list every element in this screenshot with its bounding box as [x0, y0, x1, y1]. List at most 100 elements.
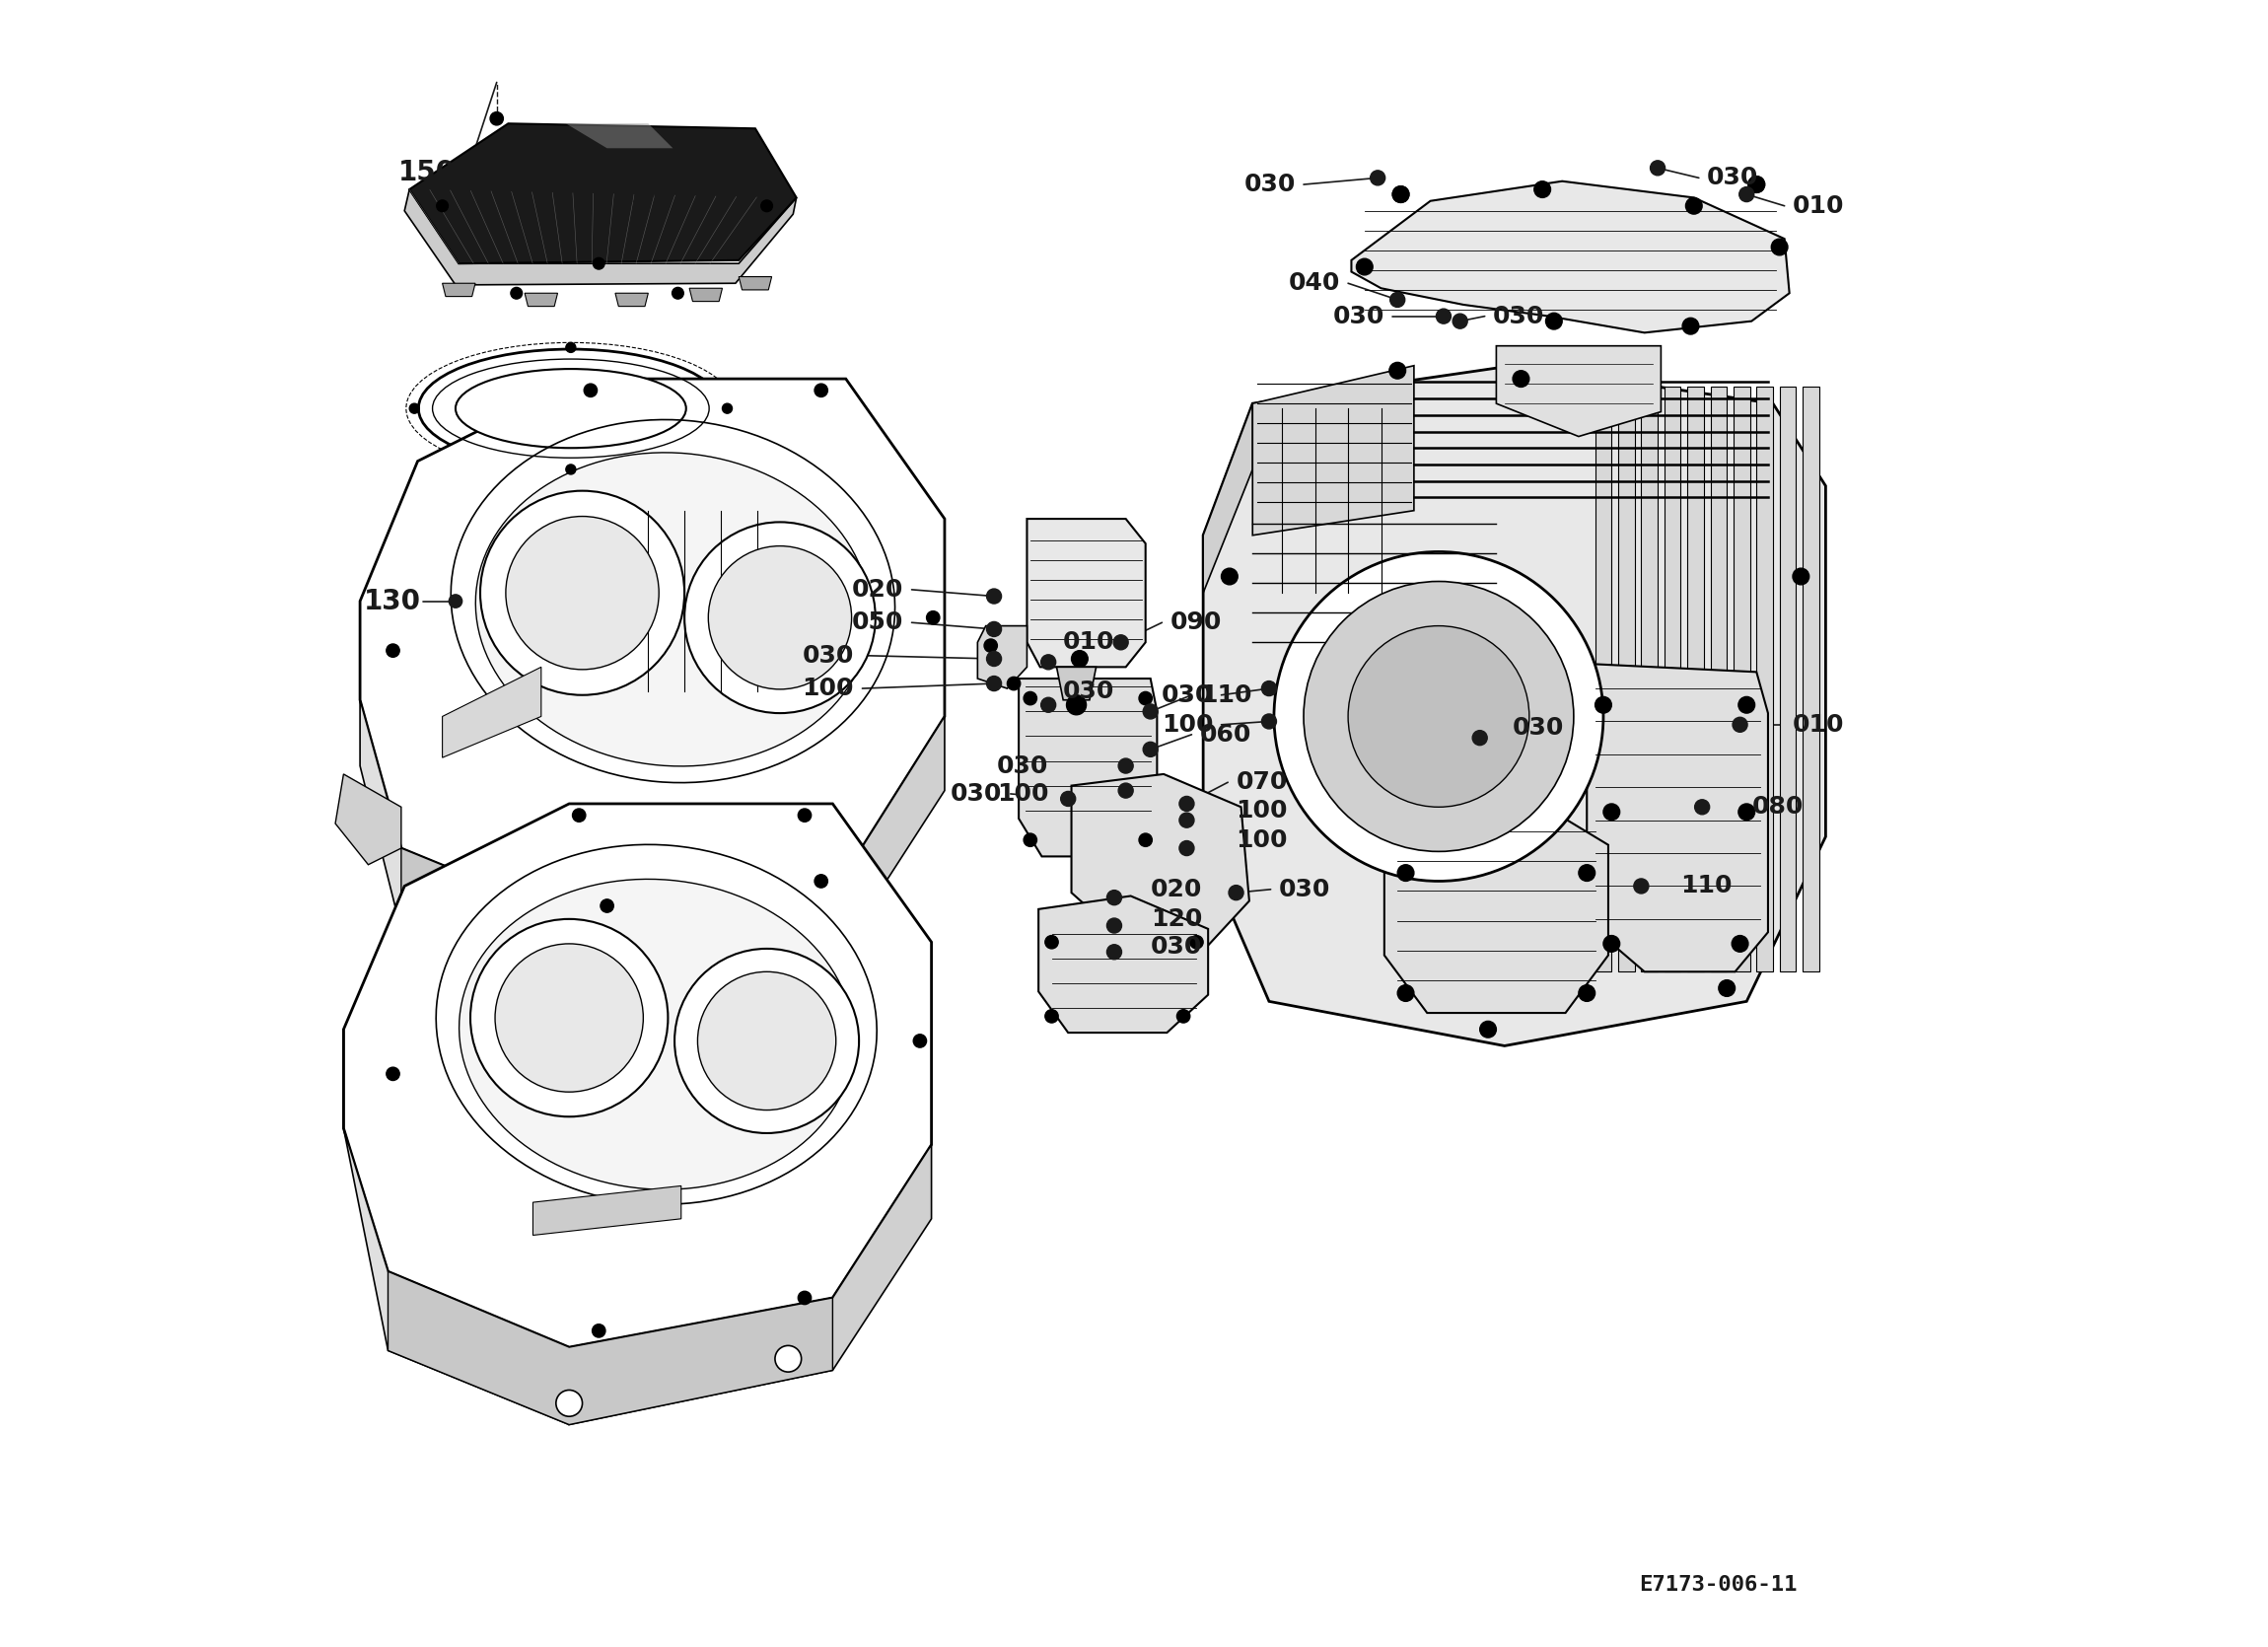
Circle shape	[1046, 935, 1059, 949]
Ellipse shape	[456, 369, 687, 448]
Polygon shape	[1497, 346, 1660, 436]
Circle shape	[1737, 697, 1755, 713]
Polygon shape	[583, 716, 946, 996]
Circle shape	[1347, 626, 1529, 807]
Text: 100: 100	[996, 782, 1048, 805]
Text: 040: 040	[1288, 272, 1340, 295]
Circle shape	[1179, 797, 1195, 812]
Text: 010: 010	[1061, 631, 1114, 654]
Polygon shape	[739, 277, 771, 290]
Circle shape	[1275, 552, 1603, 881]
Polygon shape	[442, 667, 542, 758]
Circle shape	[1023, 692, 1036, 705]
Text: 120: 120	[1150, 907, 1202, 931]
Circle shape	[583, 384, 596, 397]
Circle shape	[1107, 889, 1123, 906]
Circle shape	[1066, 695, 1086, 715]
Polygon shape	[1202, 366, 1826, 1046]
Text: 030: 030	[1708, 166, 1758, 189]
Circle shape	[987, 621, 1002, 637]
Circle shape	[1733, 718, 1746, 731]
Circle shape	[1118, 784, 1134, 799]
Text: 030: 030	[1513, 716, 1565, 740]
Circle shape	[928, 611, 939, 624]
Bar	[1617, 387, 1635, 972]
Circle shape	[798, 1291, 812, 1304]
Circle shape	[1397, 985, 1413, 1001]
Polygon shape	[404, 189, 796, 285]
Circle shape	[1683, 318, 1699, 334]
Bar	[1665, 387, 1681, 972]
Circle shape	[699, 972, 837, 1110]
Circle shape	[1114, 636, 1127, 651]
Circle shape	[671, 287, 683, 300]
Circle shape	[914, 1034, 928, 1047]
Ellipse shape	[476, 453, 871, 766]
Circle shape	[814, 384, 828, 397]
Polygon shape	[1039, 896, 1209, 1033]
Circle shape	[1733, 935, 1749, 952]
Circle shape	[592, 1324, 606, 1337]
Circle shape	[1390, 293, 1404, 308]
Text: 030: 030	[996, 754, 1048, 777]
Circle shape	[386, 1067, 399, 1080]
Text: E7173-006-11: E7173-006-11	[1640, 1575, 1799, 1594]
Circle shape	[798, 809, 812, 822]
Circle shape	[1041, 654, 1057, 669]
Circle shape	[1740, 186, 1753, 203]
Circle shape	[1177, 1010, 1191, 1023]
Text: 030: 030	[1064, 680, 1114, 703]
Text: 070: 070	[1236, 771, 1288, 794]
Circle shape	[1603, 935, 1619, 952]
Polygon shape	[342, 1029, 569, 1425]
Text: 010: 010	[1792, 713, 1844, 736]
Circle shape	[1393, 186, 1408, 203]
Circle shape	[685, 522, 875, 713]
Circle shape	[438, 199, 449, 212]
Circle shape	[1107, 945, 1123, 959]
Circle shape	[469, 919, 669, 1117]
Circle shape	[1685, 198, 1701, 214]
Text: 030: 030	[1492, 305, 1545, 328]
Polygon shape	[401, 848, 846, 996]
Text: 080: 080	[1751, 796, 1803, 819]
Circle shape	[565, 464, 576, 474]
Polygon shape	[361, 601, 583, 996]
Polygon shape	[978, 626, 1027, 688]
Circle shape	[449, 595, 463, 608]
Circle shape	[1737, 804, 1755, 820]
Circle shape	[1579, 865, 1594, 881]
Polygon shape	[411, 124, 796, 264]
Polygon shape	[442, 283, 476, 296]
Polygon shape	[615, 293, 649, 306]
Polygon shape	[524, 293, 558, 306]
Text: 020: 020	[853, 578, 903, 601]
Text: 110: 110	[1681, 875, 1733, 898]
Polygon shape	[1252, 366, 1413, 535]
Text: 100: 100	[1161, 713, 1213, 736]
Circle shape	[1547, 313, 1563, 329]
Circle shape	[510, 287, 522, 300]
Polygon shape	[361, 379, 946, 922]
Circle shape	[1143, 741, 1159, 756]
Text: 030: 030	[950, 782, 1002, 805]
Text: 030: 030	[1334, 305, 1383, 328]
Polygon shape	[388, 1271, 832, 1425]
Circle shape	[1603, 804, 1619, 820]
Circle shape	[1633, 879, 1649, 893]
Bar	[1733, 387, 1751, 972]
Circle shape	[1594, 697, 1613, 713]
Circle shape	[556, 1390, 583, 1416]
Circle shape	[592, 257, 606, 270]
Circle shape	[1118, 758, 1134, 774]
Circle shape	[1139, 833, 1152, 847]
Polygon shape	[342, 804, 932, 1347]
Text: 010: 010	[1792, 194, 1844, 217]
Polygon shape	[569, 1145, 932, 1425]
Circle shape	[1139, 692, 1152, 705]
Circle shape	[692, 142, 703, 155]
Text: 020: 020	[1150, 878, 1202, 901]
Polygon shape	[1018, 679, 1157, 856]
Circle shape	[1579, 985, 1594, 1001]
Circle shape	[1061, 791, 1075, 805]
